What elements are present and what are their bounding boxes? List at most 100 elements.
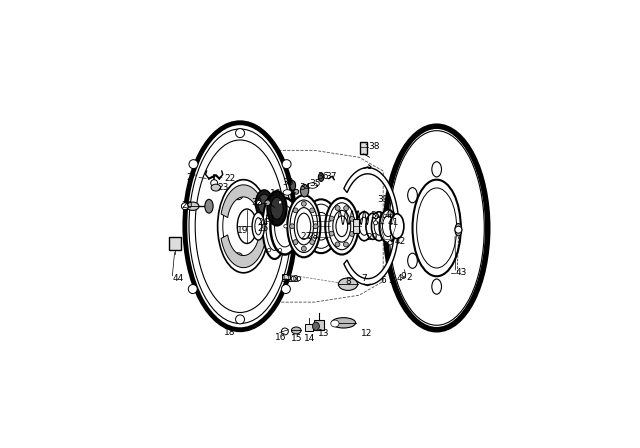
Text: 38: 38 [369,142,380,151]
Text: 31: 31 [264,215,276,224]
Circle shape [344,206,349,211]
Ellipse shape [270,198,300,254]
Ellipse shape [304,199,339,253]
Text: 44: 44 [172,274,183,283]
Ellipse shape [339,278,358,290]
Ellipse shape [283,190,291,195]
Text: 32: 32 [252,198,263,207]
Circle shape [262,224,265,228]
Ellipse shape [356,212,372,241]
Ellipse shape [413,180,461,276]
Text: 29: 29 [366,233,378,242]
Ellipse shape [318,173,324,181]
Text: 15: 15 [291,334,302,343]
Ellipse shape [237,209,257,244]
Circle shape [282,159,291,168]
Ellipse shape [255,190,273,218]
Circle shape [388,241,392,245]
Circle shape [329,216,334,221]
Ellipse shape [291,327,301,334]
Circle shape [313,224,318,228]
Ellipse shape [408,188,417,203]
Circle shape [344,242,348,247]
Text: 20: 20 [181,201,193,210]
Text: 2: 2 [406,273,412,282]
Text: 13: 13 [317,329,329,338]
Text: 18: 18 [224,327,236,336]
Circle shape [374,221,378,225]
Circle shape [335,206,340,211]
Text: 9: 9 [401,272,406,281]
Ellipse shape [287,195,321,257]
Ellipse shape [262,194,287,259]
Circle shape [291,276,296,281]
Circle shape [282,284,291,293]
Ellipse shape [300,185,308,197]
Ellipse shape [271,197,283,220]
Circle shape [278,248,282,252]
Circle shape [278,201,282,204]
Circle shape [335,242,340,247]
Text: 8: 8 [345,277,351,286]
Ellipse shape [312,322,319,331]
Text: 28: 28 [308,232,319,241]
Text: 25: 25 [257,224,269,233]
Circle shape [268,248,271,252]
Text: 39: 39 [377,195,388,204]
Ellipse shape [386,126,488,330]
Ellipse shape [211,184,221,191]
Circle shape [189,159,198,168]
Ellipse shape [218,180,269,273]
Text: 14: 14 [304,334,315,343]
Circle shape [373,213,378,219]
Text: 12: 12 [361,329,372,338]
Text: 19: 19 [237,226,248,235]
Text: 41: 41 [387,218,399,227]
Text: 2*: 2* [186,173,196,182]
Text: 6: 6 [380,276,386,284]
Circle shape [236,315,244,324]
Circle shape [296,276,301,281]
Circle shape [265,200,270,206]
Circle shape [290,224,294,228]
Circle shape [301,202,307,206]
Text: 35: 35 [309,179,321,188]
FancyBboxPatch shape [360,142,367,154]
Circle shape [301,246,307,251]
Ellipse shape [325,198,358,254]
Ellipse shape [332,318,356,328]
Text: 23: 23 [218,183,229,192]
Circle shape [293,240,298,245]
Ellipse shape [390,214,404,239]
Text: 16: 16 [275,333,287,342]
Circle shape [294,190,299,194]
Ellipse shape [366,213,380,239]
Polygon shape [221,185,266,218]
Circle shape [284,224,287,228]
Circle shape [234,253,243,262]
Text: 16: 16 [270,189,282,198]
Ellipse shape [308,183,317,188]
Text: 37: 37 [325,172,337,181]
FancyBboxPatch shape [353,220,360,233]
Text: 27: 27 [300,232,311,241]
Text: 42: 42 [394,237,406,246]
Circle shape [211,180,218,186]
Ellipse shape [455,224,462,236]
Text: 43: 43 [456,268,467,277]
Ellipse shape [331,320,339,327]
Text: 5: 5 [388,276,394,284]
Circle shape [234,191,243,200]
Text: 7: 7 [361,274,367,283]
Ellipse shape [408,253,417,268]
Text: 40: 40 [384,211,396,220]
FancyBboxPatch shape [168,237,181,250]
Ellipse shape [185,123,295,330]
Ellipse shape [205,199,213,213]
Circle shape [455,226,462,233]
Circle shape [310,208,315,213]
Text: 30: 30 [371,211,382,220]
Text: 4: 4 [397,274,403,283]
Text: 36: 36 [317,172,328,181]
Circle shape [293,208,298,213]
